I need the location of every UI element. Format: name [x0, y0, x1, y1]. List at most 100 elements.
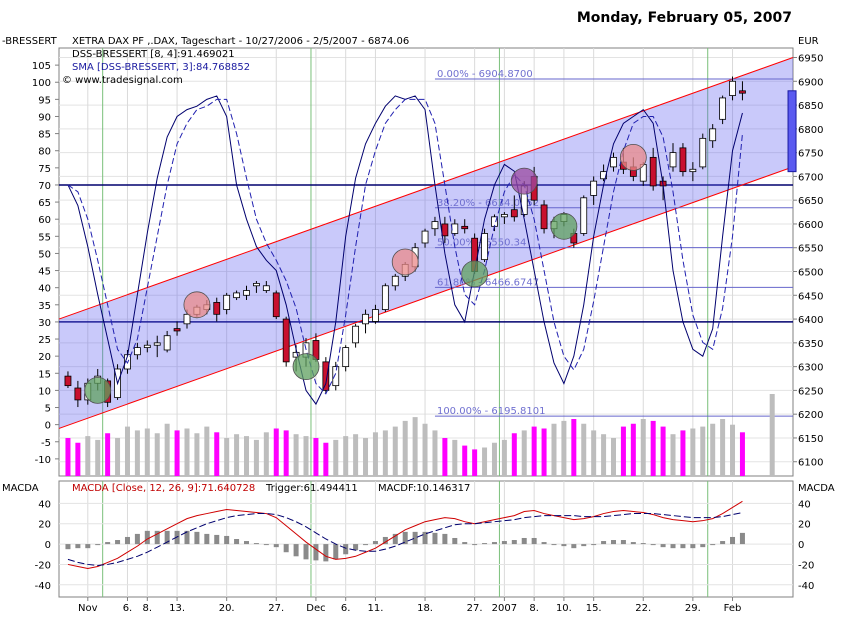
- volume-bar: [313, 438, 319, 476]
- volume-bar: [85, 436, 91, 476]
- macd-histogram-bar: [234, 539, 240, 545]
- signal-circle: [84, 376, 112, 404]
- volume-bar: [293, 434, 299, 476]
- candle-body: [213, 302, 221, 315]
- price-tick-label: 6100: [798, 458, 823, 469]
- osc-tick-label: 10: [38, 386, 51, 397]
- macd-tick-label: 40: [38, 499, 51, 510]
- candle-body: [233, 292, 240, 299]
- volume-bar: [412, 417, 418, 476]
- volume-bar: [164, 423, 170, 476]
- price-tick-label: 6350: [798, 339, 823, 350]
- candle-body: [451, 223, 459, 234]
- date-tick-label: 22.: [635, 603, 651, 614]
- osc-tick-label: 40: [38, 284, 51, 295]
- volume-bar: [422, 423, 428, 476]
- macd-histogram-bar: [154, 530, 160, 545]
- macd-histogram-bar: [630, 542, 636, 545]
- volume-bar: [382, 430, 388, 476]
- macd-histogram-bar: [591, 544, 597, 546]
- candle-body: [500, 214, 508, 218]
- volume-bar: [105, 433, 111, 476]
- volume-bar: [115, 438, 121, 476]
- price-tick-label: 6200: [798, 410, 823, 421]
- volume-bar: [75, 442, 81, 476]
- volume-bar: [253, 439, 259, 476]
- price-tick-label: 6400: [798, 315, 823, 326]
- date-tick-label: 8.: [529, 603, 539, 614]
- volume-bar: [333, 439, 339, 476]
- osc-tick-label: 100: [32, 78, 51, 89]
- volume-bar: [194, 433, 200, 476]
- volume-bar: [521, 430, 527, 476]
- osc-tick-label: -5: [41, 438, 51, 449]
- osc-tick-label: 15: [38, 369, 51, 380]
- macd-tick-label: 0: [45, 540, 51, 551]
- volume-bar: [363, 438, 369, 476]
- candle-body: [481, 233, 488, 261]
- osc-tick-label: 45: [38, 267, 51, 278]
- macd-histogram-bar: [462, 542, 468, 545]
- volume-bar: [472, 449, 478, 476]
- trigger-line: [67, 512, 743, 566]
- candle-body: [719, 97, 727, 120]
- fib-label: 38.20% - 6634.0152: [437, 198, 539, 209]
- macd-histogram-bar: [194, 531, 200, 545]
- macd-histogram-bar: [730, 536, 736, 545]
- candle-body: [332, 366, 340, 387]
- macd-histogram-bar: [571, 544, 577, 549]
- candle-body: [223, 294, 231, 310]
- price-tick-label: 6550: [798, 244, 823, 255]
- legend-instrument: XETRA DAX PF ,.DAX, Tageschart - 10/27/2…: [72, 36, 409, 47]
- date-tick-label: 20.: [219, 603, 235, 614]
- price-tick-label: 6750: [798, 149, 823, 160]
- date-axis: Nov 6. 8. 13. 20. 27. Dec 6. 11. 18. 27. 2007 8. 10. 1…: [78, 597, 741, 614]
- signal-circle: [183, 291, 211, 319]
- fib-label: 100.00% - 6195.8101: [437, 406, 546, 417]
- candle-body: [381, 285, 389, 310]
- volume-bar: [372, 432, 378, 476]
- volume-bar: [95, 439, 101, 476]
- candle-body: [163, 335, 171, 351]
- macd-histogram-bar: [392, 533, 398, 545]
- macd-histogram-bar: [739, 532, 745, 545]
- volume-bar: [462, 445, 468, 476]
- osc-tick-label: 0: [45, 421, 51, 432]
- candle-body: [590, 180, 598, 196]
- osc-tick-label: 70: [38, 181, 51, 192]
- macd-histogram-bar: [541, 542, 547, 545]
- main-panel: 6100615062006250630063506400645065006550…: [32, 47, 823, 477]
- macd-histogram-bar: [244, 541, 249, 545]
- volume-bar: [214, 432, 220, 476]
- volume-bar: [581, 423, 587, 476]
- volume-bar: [551, 423, 557, 476]
- volume-bar: [591, 430, 597, 476]
- signal-circle: [292, 353, 320, 381]
- macd-line: [67, 500, 743, 570]
- osc-tick-label: 65: [38, 198, 51, 209]
- channel-upper-line: [58, 57, 794, 320]
- price-tick-label: 6500: [798, 268, 823, 279]
- macd-histogram-bar: [531, 537, 537, 545]
- volume-bar: [353, 434, 359, 476]
- macd-histogram-bar: [501, 541, 507, 545]
- osc-tick-label: 85: [38, 130, 51, 141]
- legend: XETRA DAX PF ,.DAX, Tageschart - 10/27/2…: [62, 36, 470, 494]
- candle-body: [342, 347, 350, 368]
- date-tick-label: 6.: [123, 603, 133, 614]
- osc-tick-label: 90: [38, 112, 51, 123]
- candle-body: [610, 156, 617, 168]
- candle-body: [739, 90, 746, 94]
- price-tick-label: 6150: [798, 434, 823, 445]
- volume-bar: [442, 438, 448, 476]
- price-tick-label: 6850: [798, 101, 823, 112]
- volume-bar: [660, 426, 666, 476]
- volume-bar: [234, 434, 240, 476]
- volume-bar: [720, 419, 726, 476]
- signal-circle: [510, 167, 538, 195]
- price-tick-label: 6700: [798, 172, 823, 183]
- candle-body: [322, 361, 330, 391]
- osc-tick-label: 25: [38, 335, 51, 346]
- candle-body: [679, 147, 687, 173]
